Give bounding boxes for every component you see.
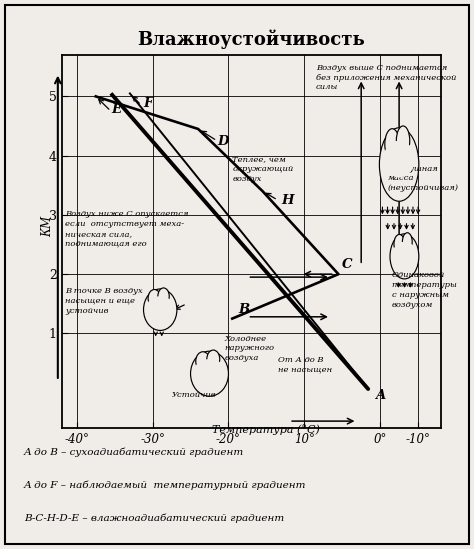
Ellipse shape xyxy=(158,288,169,305)
Ellipse shape xyxy=(393,242,416,264)
Text: B-C-H-D-E – влажноадиабатический градиент: B-C-H-D-E – влажноадиабатический градиен… xyxy=(24,513,284,523)
Text: E: E xyxy=(111,103,121,116)
Text: В точке B воздух
насыщен и еще
устойчив: В точке B воздух насыщен и еще устойчив xyxy=(65,287,143,315)
Ellipse shape xyxy=(144,289,177,330)
Text: Холоднее
наружного
воздуха: Холоднее наружного воздуха xyxy=(225,334,274,362)
Ellipse shape xyxy=(396,126,410,155)
Text: А до B – сухоадиабатический градиент: А до B – сухоадиабатический градиент xyxy=(24,447,244,457)
Text: D: D xyxy=(217,135,228,148)
Text: H: H xyxy=(282,194,294,207)
Ellipse shape xyxy=(194,359,225,382)
Ellipse shape xyxy=(385,128,400,160)
Text: Температура (°С): Температура (°С) xyxy=(212,424,320,435)
Ellipse shape xyxy=(196,352,210,371)
Text: А до F – наблюдаемый  температурный градиент: А до F – наблюдаемый температурный гради… xyxy=(24,480,306,490)
Text: B: B xyxy=(238,302,250,316)
Ellipse shape xyxy=(383,141,415,177)
Ellipse shape xyxy=(394,234,405,254)
Ellipse shape xyxy=(148,289,161,307)
Ellipse shape xyxy=(207,350,220,368)
Ellipse shape xyxy=(390,234,419,279)
Text: Теплее, чем
окружающий
воздух: Теплее, чем окружающий воздух xyxy=(232,155,293,183)
Text: Воздух выше С поднимается
без приложения механической
силы: Воздух выше С поднимается без приложения… xyxy=(316,64,456,91)
Text: Одинаковой
температуры
с наружным
воздухом: Одинаковой температуры с наружным воздух… xyxy=(392,271,457,309)
Text: Устойчив: Устойчив xyxy=(172,391,216,400)
Ellipse shape xyxy=(379,128,419,201)
Title: Влажноустойчивость: Влажноустойчивость xyxy=(137,30,365,49)
Text: Воздух ниже С опускается
если  отсутствует меха-
ническая сила,
поднимающая его: Воздух ниже С опускается если отсутствуе… xyxy=(65,210,189,248)
Ellipse shape xyxy=(402,233,412,251)
Text: От А до В
не насыщен: От А до В не насыщен xyxy=(278,356,332,374)
Text: Воздушная
масса
(неустойчивая): Воздушная масса (неустойчивая) xyxy=(388,165,459,192)
Text: C: C xyxy=(342,258,353,271)
Text: КМ: КМ xyxy=(41,216,55,237)
Ellipse shape xyxy=(147,296,173,317)
Text: A: A xyxy=(375,389,385,401)
Text: F: F xyxy=(144,97,153,110)
Ellipse shape xyxy=(191,351,228,396)
